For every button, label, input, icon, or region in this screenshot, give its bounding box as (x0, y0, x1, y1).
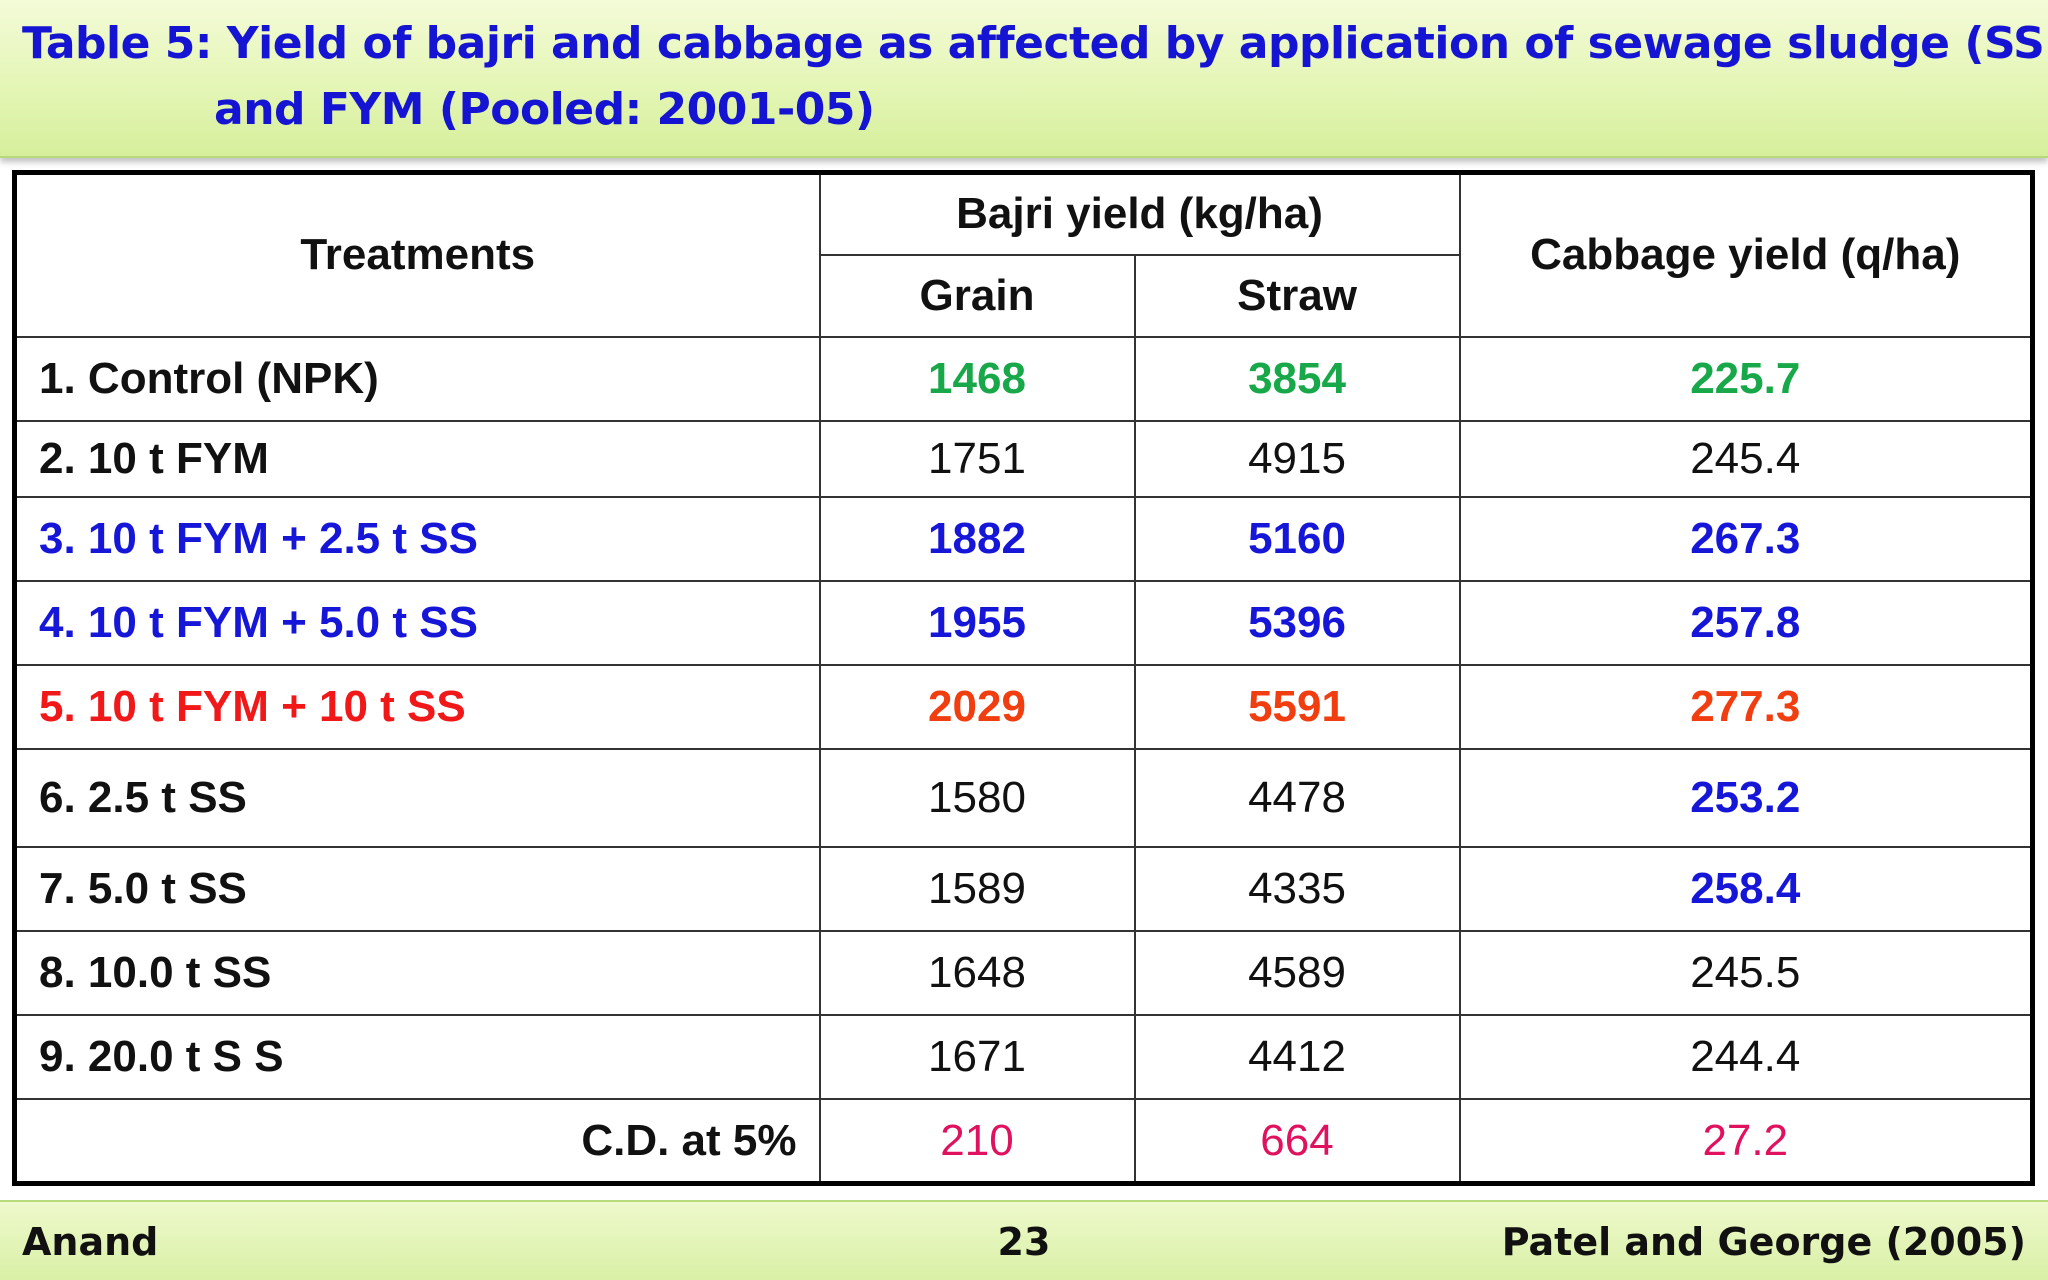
table-row: 3. 10 t FYM + 2.5 t SS 1882 5160 267.3 (13, 495, 2034, 582)
cabbage-cell: 253.2 (1458, 748, 2034, 849)
cabbage-cell: 258.4 (1458, 846, 2034, 933)
treatment-cell: 7. 5.0 t SS (13, 846, 821, 933)
cd-grain-cell: 210 (818, 1098, 1136, 1185)
header-treatments: Treatments (13, 171, 821, 338)
straw-cell: 4589 (1133, 930, 1461, 1017)
table-row: 4. 10 t FYM + 5.0 t SS 1955 5396 257.8 (13, 579, 2034, 666)
treatment-cell: 9. 20.0 t S S (13, 1014, 821, 1101)
grain-cell: 1955 (818, 579, 1136, 666)
page-title: Table 5: Yield of bajri and cabbage as a… (22, 18, 2048, 69)
straw-cell: 5160 (1133, 495, 1461, 582)
treatment-cell: 8. 10.0 t SS (13, 930, 821, 1017)
table-row: 8. 10.0 t SS 1648 4589 245.5 (13, 930, 2034, 1017)
table-row: 5. 10 t FYM + 10 t SS 2029 5591 277.3 (13, 663, 2034, 751)
cabbage-cell: 277.3 (1458, 663, 2034, 751)
straw-cell: 4915 (1133, 419, 1461, 498)
footer-bar: Anand 23 Patel and George (2005) (0, 1200, 2048, 1280)
header-row: Treatments Bajri yield (kg/ha) Cabbage y… (13, 171, 2034, 338)
header-grain: Grain (818, 253, 1136, 338)
treatment-cell: 1. Control (NPK) (13, 335, 821, 422)
cd-straw-cell: 664 (1133, 1098, 1461, 1185)
cabbage-cell: 245.5 (1458, 930, 2034, 1017)
straw-cell: 4335 (1133, 846, 1461, 933)
grain-cell: 1671 (818, 1014, 1136, 1101)
page-title-continued: and FYM (Pooled: 2001-05) (214, 84, 875, 135)
cabbage-cell: 257.8 (1458, 579, 2034, 666)
straw-cell: 4478 (1133, 748, 1461, 849)
cabbage-cell: 245.4 (1458, 419, 2034, 498)
table-row: 6. 2.5 t SS 1580 4478 253.2 (13, 748, 2034, 849)
header-straw: Straw (1133, 253, 1461, 338)
straw-cell: 4412 (1133, 1014, 1461, 1101)
treatment-cell: 6. 2.5 t SS (13, 748, 821, 849)
table-row: 2. 10 t FYM 1751 4915 245.4 (13, 419, 2034, 498)
grain-cell: 2029 (818, 663, 1136, 751)
grain-cell: 1580 (818, 748, 1136, 849)
cabbage-cell: 244.4 (1458, 1014, 2034, 1101)
table-row: 9. 20.0 t S S 1671 4412 244.4 (13, 1014, 2034, 1101)
yield-table: Treatments Bajri yield (kg/ha) Cabbage y… (12, 170, 2036, 1186)
straw-cell: 5591 (1133, 663, 1461, 751)
subheader-row: Grain Straw (15, 253, 2033, 338)
grain-cell: 1468 (818, 335, 1136, 422)
grain-cell: 1882 (818, 495, 1136, 582)
grain-cell: 1751 (818, 419, 1136, 498)
grain-cell: 1589 (818, 846, 1136, 933)
header-bajri-yield: Bajri yield (kg/ha) (818, 171, 1461, 256)
page-number: 23 (997, 1220, 1051, 1264)
table-row: 7. 5.0 t SS 1589 4335 258.4 (13, 846, 2034, 933)
treatment-cell: 5. 10 t FYM + 10 t SS (13, 663, 821, 751)
straw-cell: 5396 (1133, 579, 1461, 666)
footer-location: Anand (22, 1220, 159, 1264)
title-bar: Table 5: Yield of bajri and cabbage as a… (0, 0, 2048, 158)
cd-label: C.D. at 5% (13, 1098, 821, 1185)
grain-cell: 1648 (818, 930, 1136, 1017)
cd-row: C.D. at 5% 210 664 27.2 (13, 1098, 2034, 1185)
cd-cabbage-cell: 27.2 (1458, 1098, 2034, 1185)
cabbage-cell: 267.3 (1458, 495, 2034, 582)
treatment-cell: 4. 10 t FYM + 5.0 t SS (13, 579, 821, 666)
treatment-cell: 2. 10 t FYM (13, 419, 821, 498)
treatment-cell: 3. 10 t FYM + 2.5 t SS (13, 495, 821, 582)
cabbage-cell: 225.7 (1458, 335, 2034, 422)
footer-citation: Patel and George (2005) (1501, 1220, 2026, 1264)
header-cabbage-yield: Cabbage yield (q/ha) (1458, 171, 2034, 338)
straw-cell: 3854 (1133, 335, 1461, 422)
table-row: 1. Control (NPK) 1468 3854 225.7 (13, 335, 2034, 422)
